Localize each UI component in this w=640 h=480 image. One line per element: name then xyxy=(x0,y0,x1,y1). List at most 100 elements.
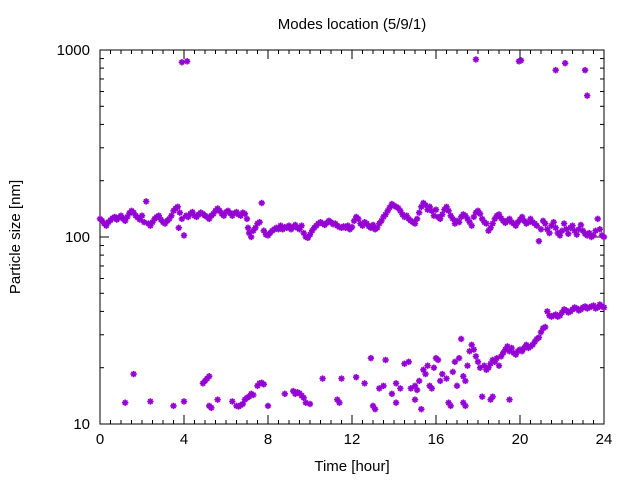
data-point xyxy=(422,370,429,378)
data-point xyxy=(138,212,146,219)
x-tick-label: 16 xyxy=(428,431,445,448)
data-point xyxy=(447,402,454,410)
data-point xyxy=(260,381,267,388)
data-point xyxy=(550,218,557,226)
data-point xyxy=(439,370,446,378)
data-point xyxy=(483,220,490,227)
data-point xyxy=(542,220,549,227)
chart-title: Modes location (5/9/1) xyxy=(278,16,426,33)
data-point xyxy=(517,57,525,64)
data-point xyxy=(214,396,221,403)
data-point xyxy=(495,362,503,369)
data-point xyxy=(569,222,576,229)
data-point xyxy=(392,399,400,406)
data-point xyxy=(573,231,580,238)
plot-frame xyxy=(99,49,605,425)
data-point xyxy=(336,399,343,406)
data-point xyxy=(418,405,425,413)
data-point xyxy=(376,385,383,392)
data-point xyxy=(205,402,213,410)
axis-ticks: 0 4 8 12 16 20 24 10 100 1000 xyxy=(57,42,613,448)
data-point xyxy=(411,396,419,403)
data-point xyxy=(594,215,601,223)
data-point xyxy=(552,66,559,74)
data-point xyxy=(455,218,463,226)
data-point xyxy=(258,199,265,207)
data-point xyxy=(300,394,307,402)
data-point xyxy=(147,398,154,405)
data-point xyxy=(424,362,431,369)
data-point xyxy=(506,396,513,403)
data-point xyxy=(542,323,549,331)
data-point xyxy=(416,377,423,385)
data-point xyxy=(371,405,379,413)
data-point xyxy=(561,60,569,67)
data-point xyxy=(439,211,446,218)
data-point xyxy=(170,402,177,410)
data-point xyxy=(176,209,184,216)
data-point xyxy=(455,354,463,362)
data-point xyxy=(175,224,182,232)
data-point xyxy=(388,390,396,398)
data-point xyxy=(468,222,475,229)
data-point xyxy=(537,226,545,233)
data-point xyxy=(462,402,469,410)
x-tick-label: 20 xyxy=(512,431,529,448)
data-point xyxy=(430,364,438,371)
data-point xyxy=(596,226,603,233)
data-point xyxy=(250,391,257,399)
data-point xyxy=(256,218,263,226)
data-point xyxy=(479,393,486,400)
data-point xyxy=(130,370,137,378)
data-point xyxy=(577,221,585,229)
data-point xyxy=(434,356,442,364)
data-point xyxy=(437,377,444,385)
data-point xyxy=(470,346,477,353)
data-point xyxy=(361,380,368,387)
data-point xyxy=(443,375,450,382)
y-tick-label: 1000 xyxy=(57,42,90,59)
data-point xyxy=(397,385,404,392)
data-point xyxy=(243,215,251,223)
data-point xyxy=(183,58,191,65)
data-point xyxy=(353,373,360,381)
data-point xyxy=(252,224,259,232)
data-point xyxy=(142,198,150,205)
data-point xyxy=(405,358,412,366)
data-point xyxy=(155,212,163,219)
data-point xyxy=(533,222,540,229)
data-point xyxy=(600,233,608,241)
data-point xyxy=(584,92,591,99)
data-point xyxy=(380,382,387,390)
x-tick-label: 0 xyxy=(96,431,104,448)
data-point xyxy=(413,215,421,223)
data-point xyxy=(407,385,414,392)
data-point xyxy=(229,398,236,405)
data-point xyxy=(485,227,492,234)
data-point xyxy=(416,209,423,216)
data-point xyxy=(508,344,515,352)
data-point xyxy=(121,399,129,406)
data-point xyxy=(472,353,480,360)
data-point xyxy=(428,385,435,392)
data-point xyxy=(600,304,608,311)
data-point xyxy=(411,220,419,227)
data-point xyxy=(449,368,456,376)
data-point xyxy=(535,334,543,341)
data-point xyxy=(565,230,572,238)
data-point xyxy=(319,375,326,382)
data-point xyxy=(560,220,568,227)
data-point xyxy=(264,402,272,410)
x-tick-label: 24 xyxy=(596,431,613,448)
data-point xyxy=(174,203,181,211)
data-point xyxy=(462,377,469,385)
data-point xyxy=(453,382,461,390)
data-point xyxy=(168,212,175,219)
x-axis-label: Time [hour] xyxy=(314,458,389,475)
data-point xyxy=(180,398,188,405)
x-tick-label: 12 xyxy=(344,431,361,448)
data-point xyxy=(392,380,400,387)
data-point xyxy=(535,237,543,245)
data-point xyxy=(472,56,480,63)
